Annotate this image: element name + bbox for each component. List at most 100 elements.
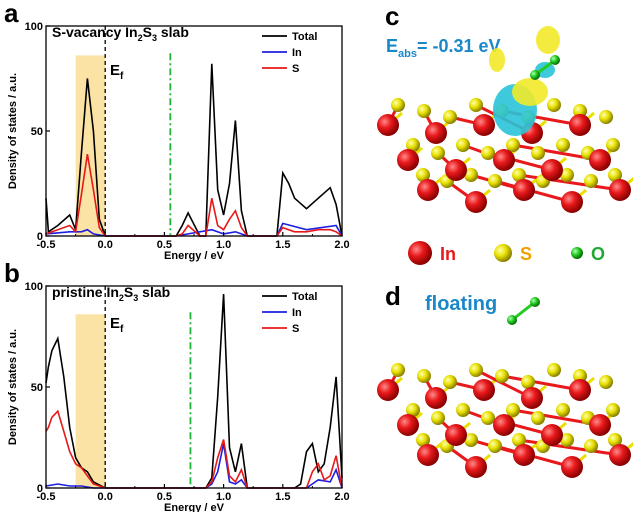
- legend-label-in: In: [292, 307, 302, 319]
- sulfur-atom: [431, 411, 445, 425]
- indium-atom: [589, 414, 611, 436]
- highlight-band: [75, 55, 106, 237]
- x-axis-label: Energy / eV: [164, 250, 225, 262]
- x-tick-label: -0.5: [37, 239, 56, 251]
- panel-b: b -0.5 0.0 0.5 1.0 1.5 2.0 0 50 100 Energy / eV De…: [4, 258, 350, 512]
- sulfur-atom: [531, 411, 545, 425]
- sulfur-atom: [481, 146, 495, 160]
- sulfur-atom: [608, 433, 622, 447]
- species-ball-in: [408, 241, 432, 265]
- bond: [501, 374, 581, 392]
- panel-title-a: S-vacancy In2S3 slab: [52, 24, 189, 43]
- x-tick-label: 0.5: [157, 491, 172, 503]
- x-tick-label: 0.0: [98, 239, 113, 251]
- y-tick-label: 100: [25, 281, 43, 293]
- oxygen-atom: [550, 55, 560, 65]
- sulfur-atom: [556, 403, 570, 417]
- sulfur-atom: [521, 375, 535, 389]
- sulfur-atom: [573, 104, 587, 118]
- series-line-s: [45, 409, 343, 489]
- bond: [518, 438, 621, 457]
- sulfur-atom: [506, 138, 520, 152]
- indium-atom: [397, 414, 419, 436]
- indium-atom: [589, 149, 611, 171]
- species-legend: In S O: [408, 241, 605, 265]
- indium-atom: [561, 456, 583, 478]
- sulfur-atom: [606, 403, 620, 417]
- highlight-band: [75, 314, 106, 488]
- sulfur-atom: [406, 138, 420, 152]
- sulfur-atom: [469, 363, 483, 377]
- species-label-o: O: [591, 244, 605, 264]
- sulfur-atom: [512, 433, 526, 447]
- sulfur-atom: [573, 369, 587, 383]
- panel-d: d floating: [377, 281, 633, 478]
- sulfur-atom: [599, 110, 613, 124]
- indium-atom: [445, 424, 467, 446]
- panel-letter-a: a: [4, 0, 19, 28]
- indium-atom: [609, 179, 631, 201]
- sulfur-atom: [584, 439, 598, 453]
- indium-atom: [377, 114, 399, 136]
- sulfur-atom: [456, 138, 470, 152]
- pristine-structure-image: [377, 297, 633, 478]
- x-tick-label: 0.0: [98, 491, 113, 503]
- series-line-s: [45, 153, 343, 237]
- indium-atom: [493, 414, 515, 436]
- x-tick-label: 1.5: [275, 491, 290, 503]
- indium-atom: [609, 444, 631, 466]
- dos-chart-b: -0.5 0.0 0.5 1.0 1.5 2.0 0 50 100 Energy / eV Dens…: [7, 281, 350, 512]
- adsorption-energy-label: Eabs= -0.31 eV: [386, 36, 501, 60]
- panel-c: c Eabs= -0.31 eV In S O: [377, 1, 633, 265]
- indium-atom: [541, 159, 563, 181]
- indium-atom: [513, 444, 535, 466]
- sulfur-atom: [560, 433, 574, 447]
- indium-atom: [465, 191, 487, 213]
- sulfur-atom: [556, 138, 570, 152]
- sulfur-atom: [599, 375, 613, 389]
- indium-atom: [561, 191, 583, 213]
- fermi-label-b: Ef: [110, 315, 124, 335]
- s-vacancy-structure-image: [377, 26, 633, 213]
- y-tick-label: 0: [37, 483, 43, 495]
- sulfur-atom: [443, 110, 457, 124]
- sulfur-atom: [481, 411, 495, 425]
- fermi-label-a: Ef: [110, 62, 124, 82]
- panel-letter-d: d: [385, 281, 401, 311]
- indium-atom: [397, 149, 419, 171]
- sulfur-atom: [417, 104, 431, 118]
- indium-atom: [417, 179, 439, 201]
- indium-atom: [473, 114, 495, 136]
- panel-title-b: pristine In2S3 slab: [52, 284, 170, 303]
- isosurface-depletion: [535, 62, 555, 78]
- bond: [518, 173, 621, 192]
- sulfur-atom: [456, 403, 470, 417]
- sulfur-atom: [547, 98, 561, 112]
- sulfur-atom: [495, 369, 509, 383]
- y-axis-label: Density of states / a.u.: [7, 329, 19, 445]
- y-axis-label: Density of states / a.u.: [7, 73, 19, 189]
- floating-label: floating: [425, 293, 497, 315]
- sulfur-atom: [443, 375, 457, 389]
- sulfur-atom: [391, 363, 405, 377]
- sulfur-atom: [488, 439, 502, 453]
- series-line-total: [45, 63, 343, 237]
- legend-label-in: In: [292, 47, 302, 59]
- indium-atom: [541, 424, 563, 446]
- sulfur-atom: [560, 168, 574, 182]
- species-label-in: In: [440, 244, 456, 264]
- x-tick-label: 2.0: [334, 491, 349, 503]
- x-tick-label: 1.0: [216, 491, 231, 503]
- x-tick-label: 2.0: [334, 239, 349, 251]
- indium-atom: [465, 456, 487, 478]
- sulfur-atom: [512, 168, 526, 182]
- indium-atom: [521, 387, 543, 409]
- legend-label-s: S: [292, 63, 299, 75]
- species-ball-o: [571, 247, 583, 259]
- species-label-s: S: [520, 244, 532, 264]
- panel-letter-c: c: [385, 1, 399, 31]
- legend-label-s: S: [292, 323, 299, 335]
- sulfur-atom: [469, 98, 483, 112]
- legend-label-total: Total: [292, 291, 317, 303]
